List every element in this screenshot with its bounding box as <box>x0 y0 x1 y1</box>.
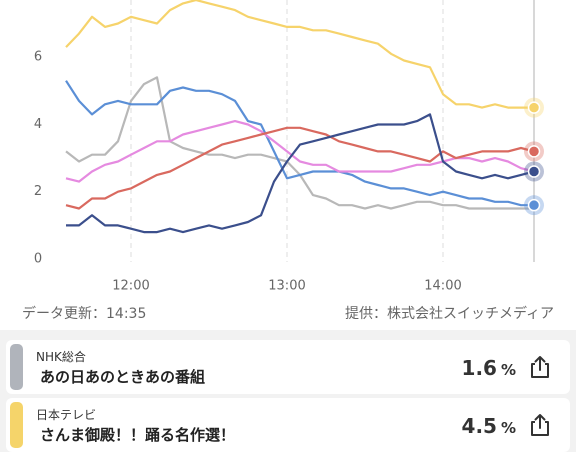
series-line <box>65 80 534 207</box>
series-line <box>66 113 535 234</box>
end-dot <box>527 198 541 212</box>
y-tick-label: 2 <box>34 184 42 199</box>
y-tick-label: 0 <box>34 252 42 267</box>
update-time: データ更新：14:35 <box>22 306 147 322</box>
rating-unit: % <box>500 419 516 437</box>
share-button[interactable] <box>528 413 552 437</box>
rating: 4.5% <box>462 414 516 438</box>
program-card[interactable]: 日本テレビさんま御殿！！踊る名作選！ 4.5% <box>6 398 570 452</box>
channel-color <box>10 344 23 390</box>
end-dot <box>527 165 541 178</box>
y-tick-label: 6 <box>34 50 42 65</box>
rating: 1.6% <box>462 356 516 380</box>
x-tick-label: 13:00 <box>268 279 305 294</box>
program-card[interactable]: NHK総合あの日あのときあの番組 1.6% <box>6 340 570 394</box>
end-dot <box>527 101 541 114</box>
x-tick-label: 12:00 <box>112 279 149 294</box>
series-line <box>65 0 534 109</box>
y-tick-label: 4 <box>34 117 42 132</box>
channel-name: NHK総合 <box>36 350 86 364</box>
rating-value: 4.5 <box>461 414 497 438</box>
channel-color <box>10 402 23 448</box>
rating-value: 1.6 <box>461 356 497 380</box>
series-line <box>65 76 534 210</box>
chart: 0 2 4 6 12:00 13:00 14:00 <box>0 0 576 330</box>
x-tick-label: 14:00 <box>424 279 461 294</box>
rating-unit: % <box>500 361 516 379</box>
share-button[interactable] <box>528 355 552 379</box>
program-title: さんま御殿！！踊る名作選！ <box>40 426 236 444</box>
program-title: あの日あのときあの番組 <box>40 368 206 386</box>
provider: 提供：株式会社スイッチメディア <box>344 306 554 322</box>
channel-name: 日本テレビ <box>36 408 97 422</box>
end-dot <box>527 145 541 158</box>
series-line <box>65 126 535 210</box>
